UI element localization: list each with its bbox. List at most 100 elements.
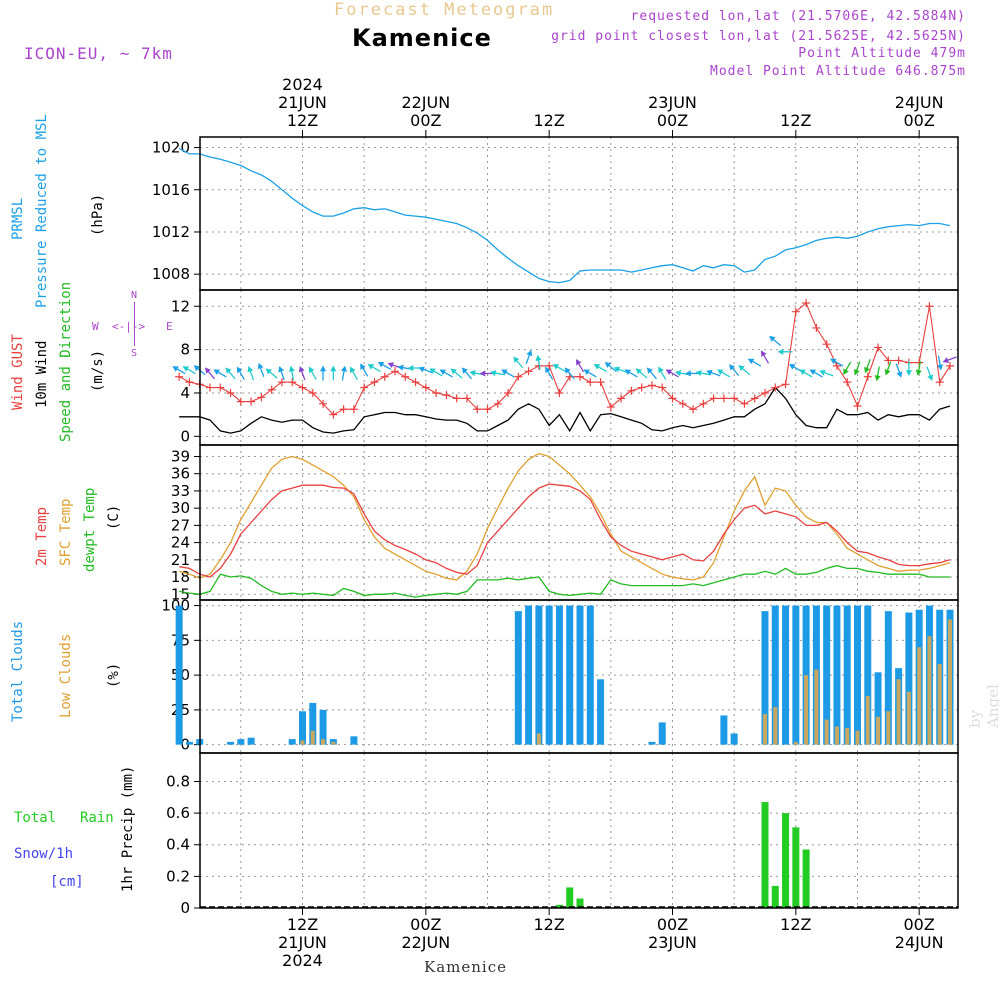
total-cloud-bar — [237, 739, 245, 745]
wind-arrow-head — [843, 368, 849, 375]
wind-arrow-head — [172, 366, 179, 372]
wind-arrow-head — [298, 366, 305, 373]
model-altitude: Model Point Altitude 646.875m — [710, 64, 966, 79]
wind-arrow-head — [646, 367, 653, 374]
gust-marker — [236, 397, 245, 406]
wind-arrow-head — [490, 370, 497, 377]
y-tick-label: 0.2 — [166, 867, 190, 885]
gust-marker — [339, 405, 348, 414]
total-cloud-bar — [329, 739, 337, 745]
wind-arrow-head — [789, 364, 796, 370]
time-label-top: 2024 — [282, 75, 323, 94]
wind-arrow-head — [738, 365, 745, 372]
y-tick-label: 15 — [171, 585, 190, 603]
gust-marker — [319, 399, 328, 408]
total-cloud-bar — [761, 611, 769, 745]
gust-marker — [678, 399, 687, 408]
gust-marker — [401, 372, 410, 381]
total-cloud-bar — [843, 605, 851, 745]
pressure-line — [178, 148, 951, 284]
wind-gust-line — [178, 302, 951, 416]
gust-marker — [925, 302, 934, 311]
wind-arrow-head — [349, 366, 356, 374]
total-cloud-bar — [597, 679, 605, 745]
wind-arrow-head — [695, 370, 702, 377]
wind-arrow-head — [469, 370, 476, 377]
wind-arrow-head — [685, 370, 691, 377]
compass-arrows: <-|-> — [112, 320, 146, 333]
gust-marker — [545, 361, 554, 370]
y-tick-label: 0.8 — [166, 772, 190, 790]
gust-marker — [863, 372, 872, 381]
gust-marker — [750, 394, 759, 403]
time-label-top: 12Z — [287, 111, 318, 130]
location-title: Kamenice — [352, 24, 492, 52]
low-cloud-bar — [793, 741, 798, 745]
low-cloud-bar — [536, 733, 541, 745]
wind-arrow-head — [937, 364, 944, 371]
point-altitude: Point Altitude 479m — [798, 46, 966, 61]
total-cloud-bar — [576, 605, 584, 745]
wind-arrow-head — [429, 368, 436, 374]
label-total: Total — [14, 810, 57, 826]
y-tick-label: 0.4 — [166, 836, 190, 854]
rain-bar — [761, 802, 769, 908]
total-cloud-bar — [658, 722, 666, 745]
time-label-top: 12Z — [534, 111, 565, 130]
total-cloud-bar — [792, 605, 800, 745]
low-cloud-bar — [917, 647, 922, 745]
total-cloud-bar — [350, 736, 358, 745]
low-cloud-bar — [845, 727, 850, 745]
wind-arrow-head — [265, 368, 272, 375]
label-snow: Snow/1h — [14, 846, 74, 862]
total-cloud-bar — [782, 605, 790, 745]
wind-arrow-head — [545, 366, 551, 374]
total-cloud-bar — [648, 741, 656, 745]
low-cloud-bar — [834, 726, 839, 745]
gust-marker — [216, 383, 225, 392]
time-label-bottom: 12Z — [534, 915, 565, 934]
wind-arrow-head — [564, 367, 571, 374]
y-tick-label: 21 — [171, 551, 190, 569]
compass-s: S — [131, 348, 138, 359]
gust-marker — [822, 340, 831, 349]
gust-marker — [524, 367, 533, 376]
wind-arrow-head — [247, 366, 254, 373]
gust-marker — [946, 361, 954, 370]
rain-bar — [555, 904, 563, 908]
total-cloud-bar — [566, 605, 574, 745]
total-cloud-bar — [247, 737, 255, 745]
total-cloud-bar — [535, 605, 543, 745]
gust-marker — [504, 388, 513, 397]
y-tick-label: 1020 — [152, 139, 190, 157]
low-cloud-bar — [824, 719, 829, 745]
gust-marker — [781, 380, 790, 389]
gust-marker — [298, 383, 307, 392]
gust-marker — [493, 399, 502, 408]
gust-marker — [257, 393, 266, 402]
gust-marker — [771, 383, 780, 392]
rain-bar — [566, 887, 574, 908]
time-label-bottom: 12Z — [287, 915, 318, 934]
compass-n: N — [131, 290, 138, 301]
total-cloud-bar — [525, 605, 533, 745]
temp-2m-line — [179, 483, 951, 578]
y-tick-label: 27 — [171, 516, 190, 534]
wind-arrow-head — [360, 363, 366, 370]
panel-frame — [199, 752, 959, 909]
wind-arrow-head — [799, 369, 806, 376]
wind-arrow-head — [658, 366, 664, 374]
total-cloud-bar — [299, 711, 306, 745]
wind-arrow-head — [330, 365, 337, 372]
gust-marker — [452, 394, 461, 403]
gust-marker — [329, 410, 338, 419]
wind-arrow-head — [387, 362, 394, 369]
wind-arrow-head — [874, 375, 881, 382]
wind-arrow-head — [635, 368, 642, 375]
low-cloud-bar — [331, 741, 336, 745]
y-tick-label: 30 — [171, 499, 190, 517]
time-label-bottom: 24JUN — [895, 933, 944, 952]
gust-marker — [658, 383, 667, 392]
wind-arrow-head — [319, 365, 327, 372]
